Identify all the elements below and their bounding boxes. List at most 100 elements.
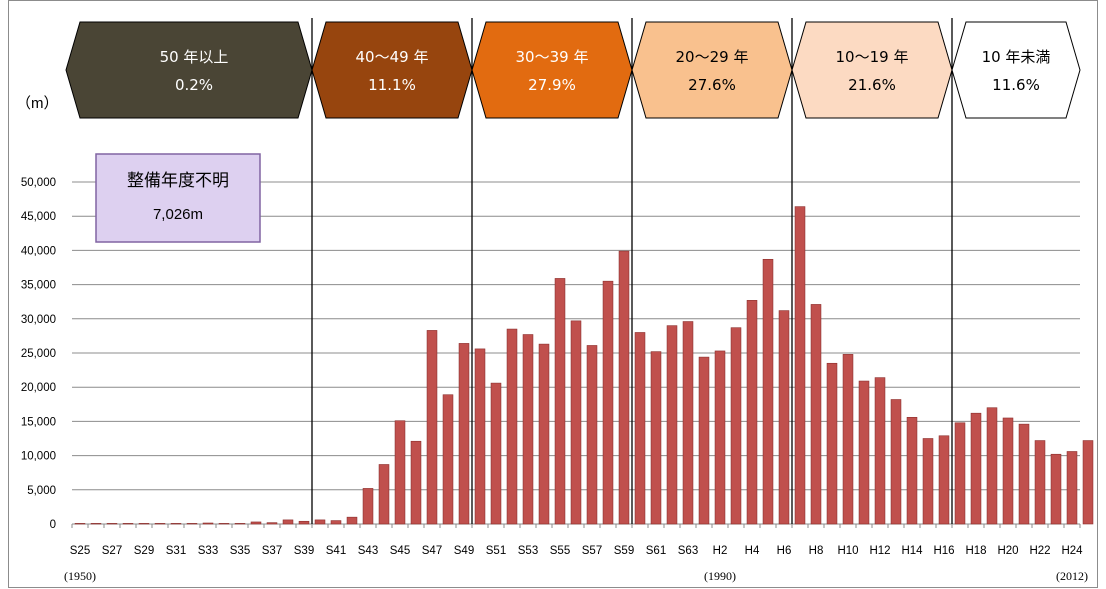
x-tick-label: H14 bbox=[901, 545, 923, 557]
bar-S28 bbox=[122, 523, 134, 525]
y-tick-label: 15,000 bbox=[21, 416, 56, 428]
x-tick-label: S35 bbox=[230, 545, 250, 557]
x-tick-label: S39 bbox=[294, 545, 314, 557]
x-tick-label: H4 bbox=[745, 545, 760, 557]
bar-undefined bbox=[1082, 440, 1094, 525]
bar-S29 bbox=[138, 523, 150, 525]
note-box bbox=[95, 153, 261, 243]
age-band-share: 0.2% bbox=[175, 76, 213, 94]
bar-H15 bbox=[922, 438, 934, 525]
bar-S38 bbox=[282, 519, 294, 525]
bar-S44 bbox=[378, 464, 390, 525]
age-band-share: 27.6% bbox=[688, 76, 736, 94]
x-tick-label: H18 bbox=[965, 545, 986, 557]
x-tick-label: S47 bbox=[422, 545, 442, 557]
y-tick-label: 10,000 bbox=[21, 451, 56, 463]
bar-S53 bbox=[522, 334, 534, 525]
x-tick-label: H2 bbox=[713, 545, 728, 557]
bar-S62 bbox=[666, 325, 678, 525]
bar-S43 bbox=[362, 488, 374, 525]
x-tick-label: H6 bbox=[777, 545, 792, 557]
bar-S59 bbox=[618, 250, 630, 525]
bar-H8 bbox=[810, 304, 822, 525]
bar-S48 bbox=[442, 394, 454, 525]
bar-H19 bbox=[986, 407, 998, 525]
bar-H4 bbox=[746, 300, 758, 525]
age-band-shape bbox=[471, 21, 633, 119]
bar-H1 bbox=[698, 356, 710, 525]
bar-H14 bbox=[906, 416, 918, 525]
x-tick-label: H16 bbox=[933, 545, 954, 557]
bar-H18 bbox=[970, 412, 982, 525]
x-tick-label: S33 bbox=[198, 545, 218, 557]
bar-H5 bbox=[762, 258, 774, 525]
bar-H12 bbox=[874, 377, 886, 525]
x-tick-label: S29 bbox=[134, 545, 154, 557]
x-tick-label: S37 bbox=[262, 545, 282, 557]
x-tick-label: S25 bbox=[70, 545, 90, 557]
y-tick-label: 20,000 bbox=[21, 382, 56, 394]
x-tick-label: S51 bbox=[486, 545, 506, 557]
x-tick-label: S43 bbox=[358, 545, 378, 557]
age-band-dividers bbox=[311, 18, 953, 524]
x-tick-label: H8 bbox=[809, 545, 824, 557]
note-title: 整備年度不明 bbox=[127, 171, 229, 191]
y-tick-label: 50,000 bbox=[21, 177, 56, 189]
bar-H10 bbox=[842, 354, 854, 525]
bar-H23 bbox=[1050, 453, 1062, 525]
x-tick-label: S59 bbox=[614, 545, 634, 557]
note-value: 7,026m bbox=[153, 206, 203, 223]
y-tick-label: 35,000 bbox=[21, 280, 56, 292]
y-tick-label: 40,000 bbox=[21, 245, 56, 257]
age-band-range: 10 年未満 bbox=[982, 48, 1051, 66]
age-band-shape bbox=[65, 21, 313, 119]
bar-H6 bbox=[778, 310, 790, 525]
bar-S61 bbox=[650, 351, 662, 525]
y-tick-label: 30,000 bbox=[21, 314, 56, 326]
bar-H2 bbox=[714, 350, 726, 525]
age-band-range: 50 年以上 bbox=[160, 48, 229, 66]
bars bbox=[74, 206, 1094, 525]
x-tick-label: S57 bbox=[582, 545, 602, 557]
x-tick-label: S61 bbox=[646, 545, 666, 557]
bar-S46 bbox=[410, 440, 422, 525]
x-tick-label: S45 bbox=[390, 545, 410, 557]
x-tick-label: S53 bbox=[518, 545, 538, 557]
year-markers: (1950) (1990) (2012) bbox=[64, 569, 1088, 583]
bar-S32 bbox=[186, 523, 198, 525]
y-tick-label: 0 bbox=[50, 519, 56, 531]
bar-S52 bbox=[506, 328, 518, 525]
bar-H3 bbox=[730, 327, 742, 525]
x-tick-label: H24 bbox=[1061, 545, 1083, 557]
bar-S39 bbox=[298, 520, 310, 525]
bar-H20 bbox=[1002, 417, 1014, 525]
bar-S37 bbox=[266, 522, 278, 525]
y-tick-label: 5,000 bbox=[27, 485, 56, 497]
bar-S35 bbox=[234, 523, 246, 525]
x-tick-label: S27 bbox=[102, 545, 122, 557]
bar-S50 bbox=[474, 348, 486, 525]
x-tick-label: S63 bbox=[678, 545, 698, 557]
bar-H21 bbox=[1018, 423, 1030, 525]
x-tick-label: S55 bbox=[550, 545, 570, 557]
x-tick-label: H20 bbox=[997, 545, 1018, 557]
x-tick-label: H22 bbox=[1029, 545, 1050, 557]
age-band-range: 10～19 年 bbox=[836, 48, 909, 66]
bar-S51 bbox=[490, 382, 502, 525]
age-band-range: 40～49 年 bbox=[356, 48, 429, 66]
bar-S54 bbox=[538, 343, 550, 525]
bar-H16 bbox=[938, 435, 950, 525]
bar-S55 bbox=[554, 278, 566, 525]
x-tick-label: H10 bbox=[837, 545, 858, 557]
chart-frame bbox=[8, 0, 1098, 588]
y-tick-label: 45,000 bbox=[21, 211, 56, 223]
age-band-range: 30～39 年 bbox=[516, 48, 589, 66]
age-band-shape bbox=[631, 21, 793, 119]
bar-S41 bbox=[330, 520, 342, 525]
bar-S57 bbox=[586, 345, 598, 525]
bar-S63 bbox=[682, 321, 694, 525]
unknown-year-note: 整備年度不明 7,026m bbox=[95, 153, 261, 243]
bar-S30 bbox=[154, 523, 166, 525]
age-band-share: 11.1% bbox=[368, 76, 416, 94]
